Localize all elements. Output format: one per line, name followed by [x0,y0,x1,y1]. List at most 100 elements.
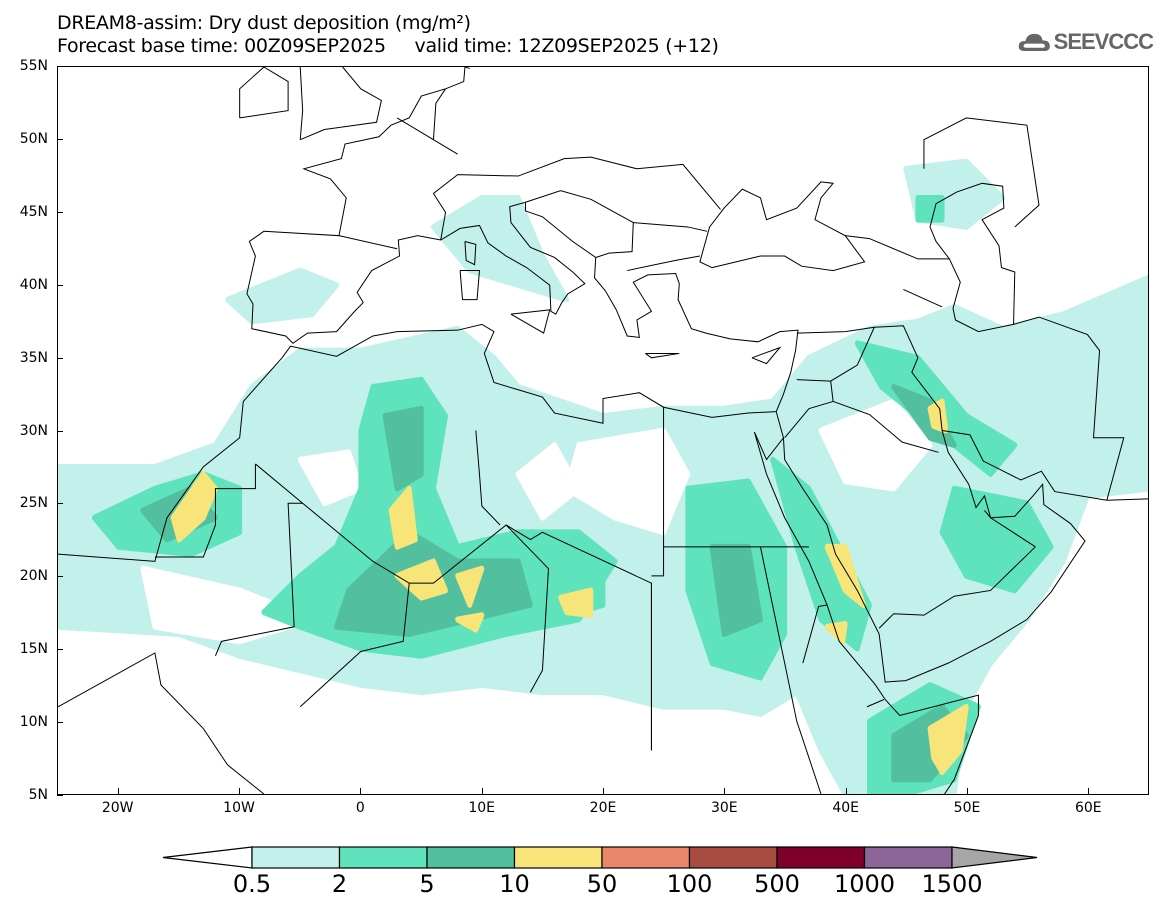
lon-tick-label: 0 [355,800,365,816]
coastline [300,67,381,140]
lat-tick-label: 40N [19,276,48,293]
logo-text: SEEVCCC [1053,29,1154,54]
colorbar-label: 10 [499,870,530,898]
colorbar-label: 1000 [833,870,896,898]
country-border [867,699,884,706]
dust-contour-level-4 [170,471,218,543]
lat-tick [57,284,63,286]
colorbar-swatch [688,846,778,869]
country-border [924,118,1039,227]
lon-tick [239,788,240,794]
country-border [797,327,875,333]
country-border [803,605,827,663]
lat-tick [57,722,63,724]
dust-layer [58,158,1148,794]
lat-tick-label: 45N [19,203,48,220]
coastline [754,412,978,794]
lat-tick-label: 30N [19,422,48,439]
dust-contour-level-4 [455,612,485,633]
lon-tick [360,788,362,794]
dust-contour-level-4 [824,543,866,608]
coastline [511,310,550,333]
lat-tick [57,795,63,796]
dust-contour-level-4 [927,398,949,434]
dust-contour-level-4 [455,565,485,608]
colorbar-swatch [863,846,953,869]
lon-tick-label: 30E [710,800,738,816]
lat-tick [57,357,63,359]
map-title: DREAM8-assim: Dry dust deposition (mg/m²… [57,12,471,34]
colorbar-label: 1500 [921,870,983,898]
country-border [760,547,821,794]
colorbar-label: 100 [666,870,713,898]
dust-contour-level-4 [558,587,594,619]
lon-tick-label: 50E [953,800,981,816]
coastline [460,271,479,300]
lat-tick [57,211,63,213]
lon-tick-label: 10W [223,800,255,816]
base-time: Forecast base time: 00Z09SEP2025 [57,35,386,57]
country-border [300,583,409,707]
lon-tick-label: 60E [1074,800,1102,816]
lon-tick [481,788,483,794]
colorbar-label: 2 [331,870,348,898]
lon-tick [117,788,119,794]
colorbar-over-arrow [951,846,1038,869]
country-border [339,236,397,249]
dust-contour-level-0 [818,398,933,492]
valid-time: valid time: 12Z09SEP2025 (+12) [414,35,719,57]
country-border [476,431,500,526]
lat-tick-label: 25N [19,495,48,512]
country-border [985,510,1036,546]
colorbar-label: 0.5 [232,870,272,898]
lat-tick-label: 5N [28,787,48,803]
colorbar-swatch [776,846,866,869]
lon-tick-label: 40E [832,800,859,816]
dust-contour-level-2 [915,194,945,223]
lat-tick-label: 20N [19,568,48,585]
colorbar-swatch [426,846,516,869]
lon-tick [724,788,726,794]
colorbar-swatch [513,846,603,869]
country-border [525,191,633,258]
coastline [58,67,798,561]
coastline [300,67,302,140]
dust-map [57,66,1149,795]
seevccc-logo: SEEVCCC [1018,27,1154,57]
country-border [155,464,256,557]
colorbar-swatch [338,846,428,869]
colorbar-label: 500 [754,870,800,898]
coastline [58,653,264,794]
lon-tick-label: 20W [101,800,134,816]
lat-tick-label: 10N [19,714,48,731]
dust-contour-level-4 [388,485,418,550]
lat-tick-label: 15N [19,641,48,658]
country-border [506,525,548,692]
dust-contour-level-4 [394,558,448,601]
country-border [397,118,458,154]
lat-tick [57,649,63,651]
lat-tick [57,503,63,505]
lat-tick-label: 50N [19,130,48,147]
lat-tick [57,430,63,432]
colorbar-swatch [601,846,691,869]
lon-tick-label: 10E [468,800,495,816]
coastline [240,67,288,118]
coastlines [58,67,1148,794]
country-border [215,503,302,656]
country-border [433,89,445,140]
lat-tick [57,138,63,140]
dust-contour-level-3 [382,405,424,492]
colorbar-swatch [251,846,341,869]
dust-contour-level-1 [431,194,570,303]
country-border [627,256,700,271]
country-border [633,223,707,232]
lon-tick [603,788,604,794]
country-border [465,67,470,68]
lon-tick-label: 20E [589,800,617,816]
lat-tick [57,576,63,578]
lat-tick-label: 35N [19,349,48,366]
country-border [785,381,833,438]
colorbar-label: 50 [586,870,618,898]
country-border [651,547,663,576]
